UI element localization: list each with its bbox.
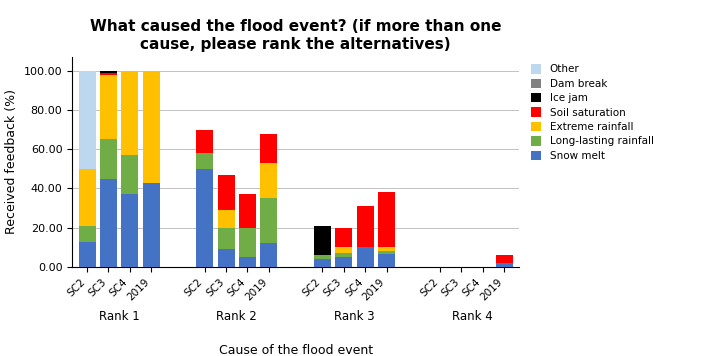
Bar bbox=[121, 71, 138, 155]
Bar bbox=[335, 257, 353, 267]
Bar bbox=[100, 75, 117, 140]
Bar bbox=[239, 257, 256, 267]
Bar bbox=[100, 73, 117, 75]
X-axis label: Cause of the flood event: Cause of the flood event bbox=[218, 344, 373, 356]
Bar bbox=[260, 134, 278, 163]
Text: Rank 2: Rank 2 bbox=[216, 310, 257, 323]
Bar bbox=[143, 183, 160, 267]
Bar bbox=[314, 255, 331, 259]
Bar bbox=[314, 226, 331, 255]
Bar bbox=[335, 253, 353, 257]
Bar bbox=[79, 242, 96, 267]
Bar bbox=[196, 169, 213, 267]
Bar bbox=[121, 155, 138, 194]
Bar bbox=[196, 153, 213, 169]
Text: Rank 4: Rank 4 bbox=[451, 310, 492, 323]
Bar bbox=[239, 228, 256, 257]
Bar bbox=[218, 249, 234, 267]
Bar bbox=[495, 263, 513, 267]
Bar bbox=[260, 163, 278, 198]
Bar bbox=[100, 71, 117, 73]
Bar bbox=[196, 130, 213, 153]
Bar bbox=[378, 251, 395, 254]
Bar bbox=[218, 228, 234, 249]
Text: Rank 3: Rank 3 bbox=[334, 310, 375, 323]
Bar bbox=[121, 194, 138, 267]
Bar bbox=[260, 198, 278, 244]
Bar bbox=[335, 228, 353, 247]
Bar bbox=[100, 140, 117, 179]
Bar bbox=[79, 226, 96, 242]
Bar bbox=[79, 71, 96, 169]
Bar bbox=[495, 255, 513, 263]
Text: Rank 1: Rank 1 bbox=[99, 310, 140, 323]
Legend: Other, Dam break, Ice jam, Soil saturation, Extreme rainfall, Long-lasting rainf: Other, Dam break, Ice jam, Soil saturati… bbox=[528, 62, 655, 163]
Y-axis label: Received feedback (%): Received feedback (%) bbox=[5, 89, 18, 235]
Title: What caused the flood event? (if more than one
cause, please rank the alternativ: What caused the flood event? (if more th… bbox=[90, 19, 501, 52]
Bar bbox=[357, 206, 373, 247]
Bar bbox=[100, 179, 117, 267]
Bar bbox=[357, 247, 373, 267]
Bar bbox=[314, 259, 331, 267]
Bar bbox=[79, 169, 96, 226]
Bar bbox=[260, 244, 278, 267]
Bar bbox=[378, 192, 395, 247]
Bar bbox=[143, 71, 160, 183]
Bar bbox=[378, 247, 395, 251]
Bar bbox=[218, 210, 234, 228]
Bar bbox=[239, 194, 256, 228]
Bar bbox=[335, 247, 353, 253]
Bar bbox=[378, 254, 395, 267]
Bar bbox=[218, 175, 234, 210]
